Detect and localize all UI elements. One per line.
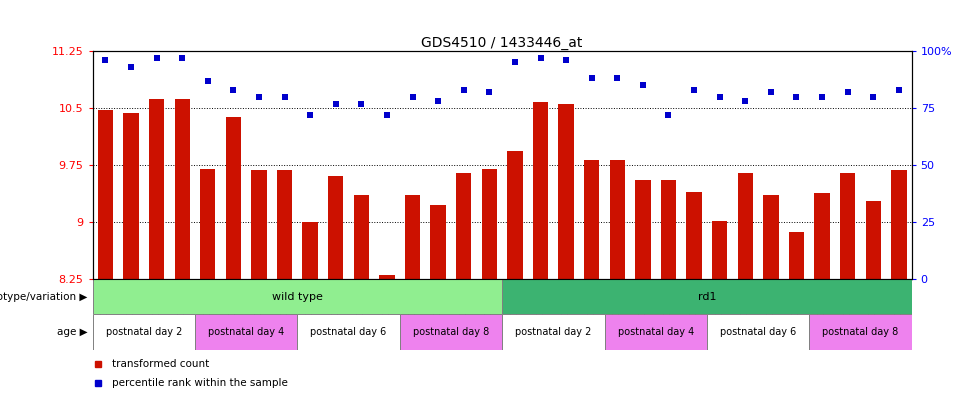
- Bar: [661, 180, 677, 279]
- Text: postnatal day 6: postnatal day 6: [720, 327, 797, 337]
- Bar: [405, 195, 420, 279]
- Point: [839, 89, 855, 95]
- Bar: [891, 171, 907, 279]
- Text: rd1: rd1: [698, 292, 716, 302]
- Point: [686, 87, 702, 93]
- Point: [609, 75, 625, 82]
- Point: [712, 94, 727, 100]
- Title: GDS4510 / 1433446_at: GDS4510 / 1433446_at: [421, 36, 583, 50]
- Text: postnatal day 2: postnatal day 2: [105, 327, 182, 337]
- Point: [277, 94, 292, 100]
- Point: [175, 55, 190, 61]
- Bar: [712, 220, 727, 279]
- Point: [200, 77, 215, 84]
- Point: [252, 94, 267, 100]
- Point: [482, 89, 497, 95]
- Point: [559, 57, 574, 63]
- Text: transformed count: transformed count: [112, 358, 210, 369]
- Bar: [226, 117, 241, 279]
- Point: [635, 82, 650, 88]
- Text: genotype/variation ▶: genotype/variation ▶: [0, 292, 88, 302]
- Bar: [584, 160, 600, 279]
- Bar: [604, 314, 707, 350]
- Point: [532, 55, 548, 61]
- Bar: [456, 173, 472, 279]
- Point: [763, 89, 779, 95]
- Bar: [502, 314, 604, 350]
- Bar: [686, 192, 702, 279]
- Bar: [379, 275, 395, 279]
- Point: [302, 112, 318, 118]
- Point: [123, 64, 138, 70]
- Point: [661, 112, 677, 118]
- Text: percentile rank within the sample: percentile rank within the sample: [112, 378, 288, 388]
- Bar: [737, 173, 753, 279]
- Point: [225, 87, 241, 93]
- Bar: [149, 99, 164, 279]
- Text: postnatal day 8: postnatal day 8: [412, 327, 489, 337]
- Bar: [93, 314, 195, 350]
- Bar: [763, 195, 778, 279]
- Point: [737, 98, 753, 105]
- Bar: [252, 171, 267, 279]
- Point: [328, 100, 343, 107]
- Point: [405, 94, 420, 100]
- Bar: [559, 104, 573, 279]
- Bar: [195, 314, 297, 350]
- Bar: [532, 102, 548, 279]
- Point: [891, 87, 907, 93]
- Text: wild type: wild type: [272, 292, 323, 302]
- Bar: [297, 314, 400, 350]
- Bar: [814, 193, 830, 279]
- Bar: [200, 169, 215, 279]
- Bar: [866, 201, 881, 279]
- Text: postnatal day 4: postnatal day 4: [617, 327, 694, 337]
- Bar: [328, 176, 343, 279]
- Point: [866, 94, 881, 100]
- Bar: [636, 180, 650, 279]
- Bar: [302, 222, 318, 279]
- Bar: [809, 314, 912, 350]
- Bar: [93, 279, 502, 314]
- Bar: [431, 205, 446, 279]
- Point: [379, 112, 395, 118]
- Bar: [175, 99, 190, 279]
- Point: [814, 94, 830, 100]
- Bar: [609, 160, 625, 279]
- Point: [456, 87, 472, 93]
- Point: [507, 59, 523, 66]
- Point: [789, 94, 804, 100]
- Bar: [123, 114, 138, 279]
- Bar: [502, 279, 912, 314]
- Text: postnatal day 2: postnatal day 2: [515, 327, 592, 337]
- Bar: [98, 110, 113, 279]
- Bar: [277, 171, 292, 279]
- Bar: [789, 232, 804, 279]
- Point: [430, 98, 446, 105]
- Point: [584, 75, 600, 82]
- Point: [354, 100, 370, 107]
- Bar: [482, 169, 497, 279]
- Text: postnatal day 4: postnatal day 4: [208, 327, 285, 337]
- Point: [98, 57, 113, 63]
- Bar: [839, 173, 855, 279]
- Text: postnatal day 8: postnatal day 8: [822, 327, 899, 337]
- Point: [149, 55, 165, 61]
- Text: age ▶: age ▶: [58, 327, 88, 337]
- Bar: [400, 314, 502, 350]
- Text: postnatal day 6: postnatal day 6: [310, 327, 387, 337]
- Bar: [707, 314, 809, 350]
- Bar: [354, 195, 369, 279]
- Bar: [507, 151, 523, 279]
